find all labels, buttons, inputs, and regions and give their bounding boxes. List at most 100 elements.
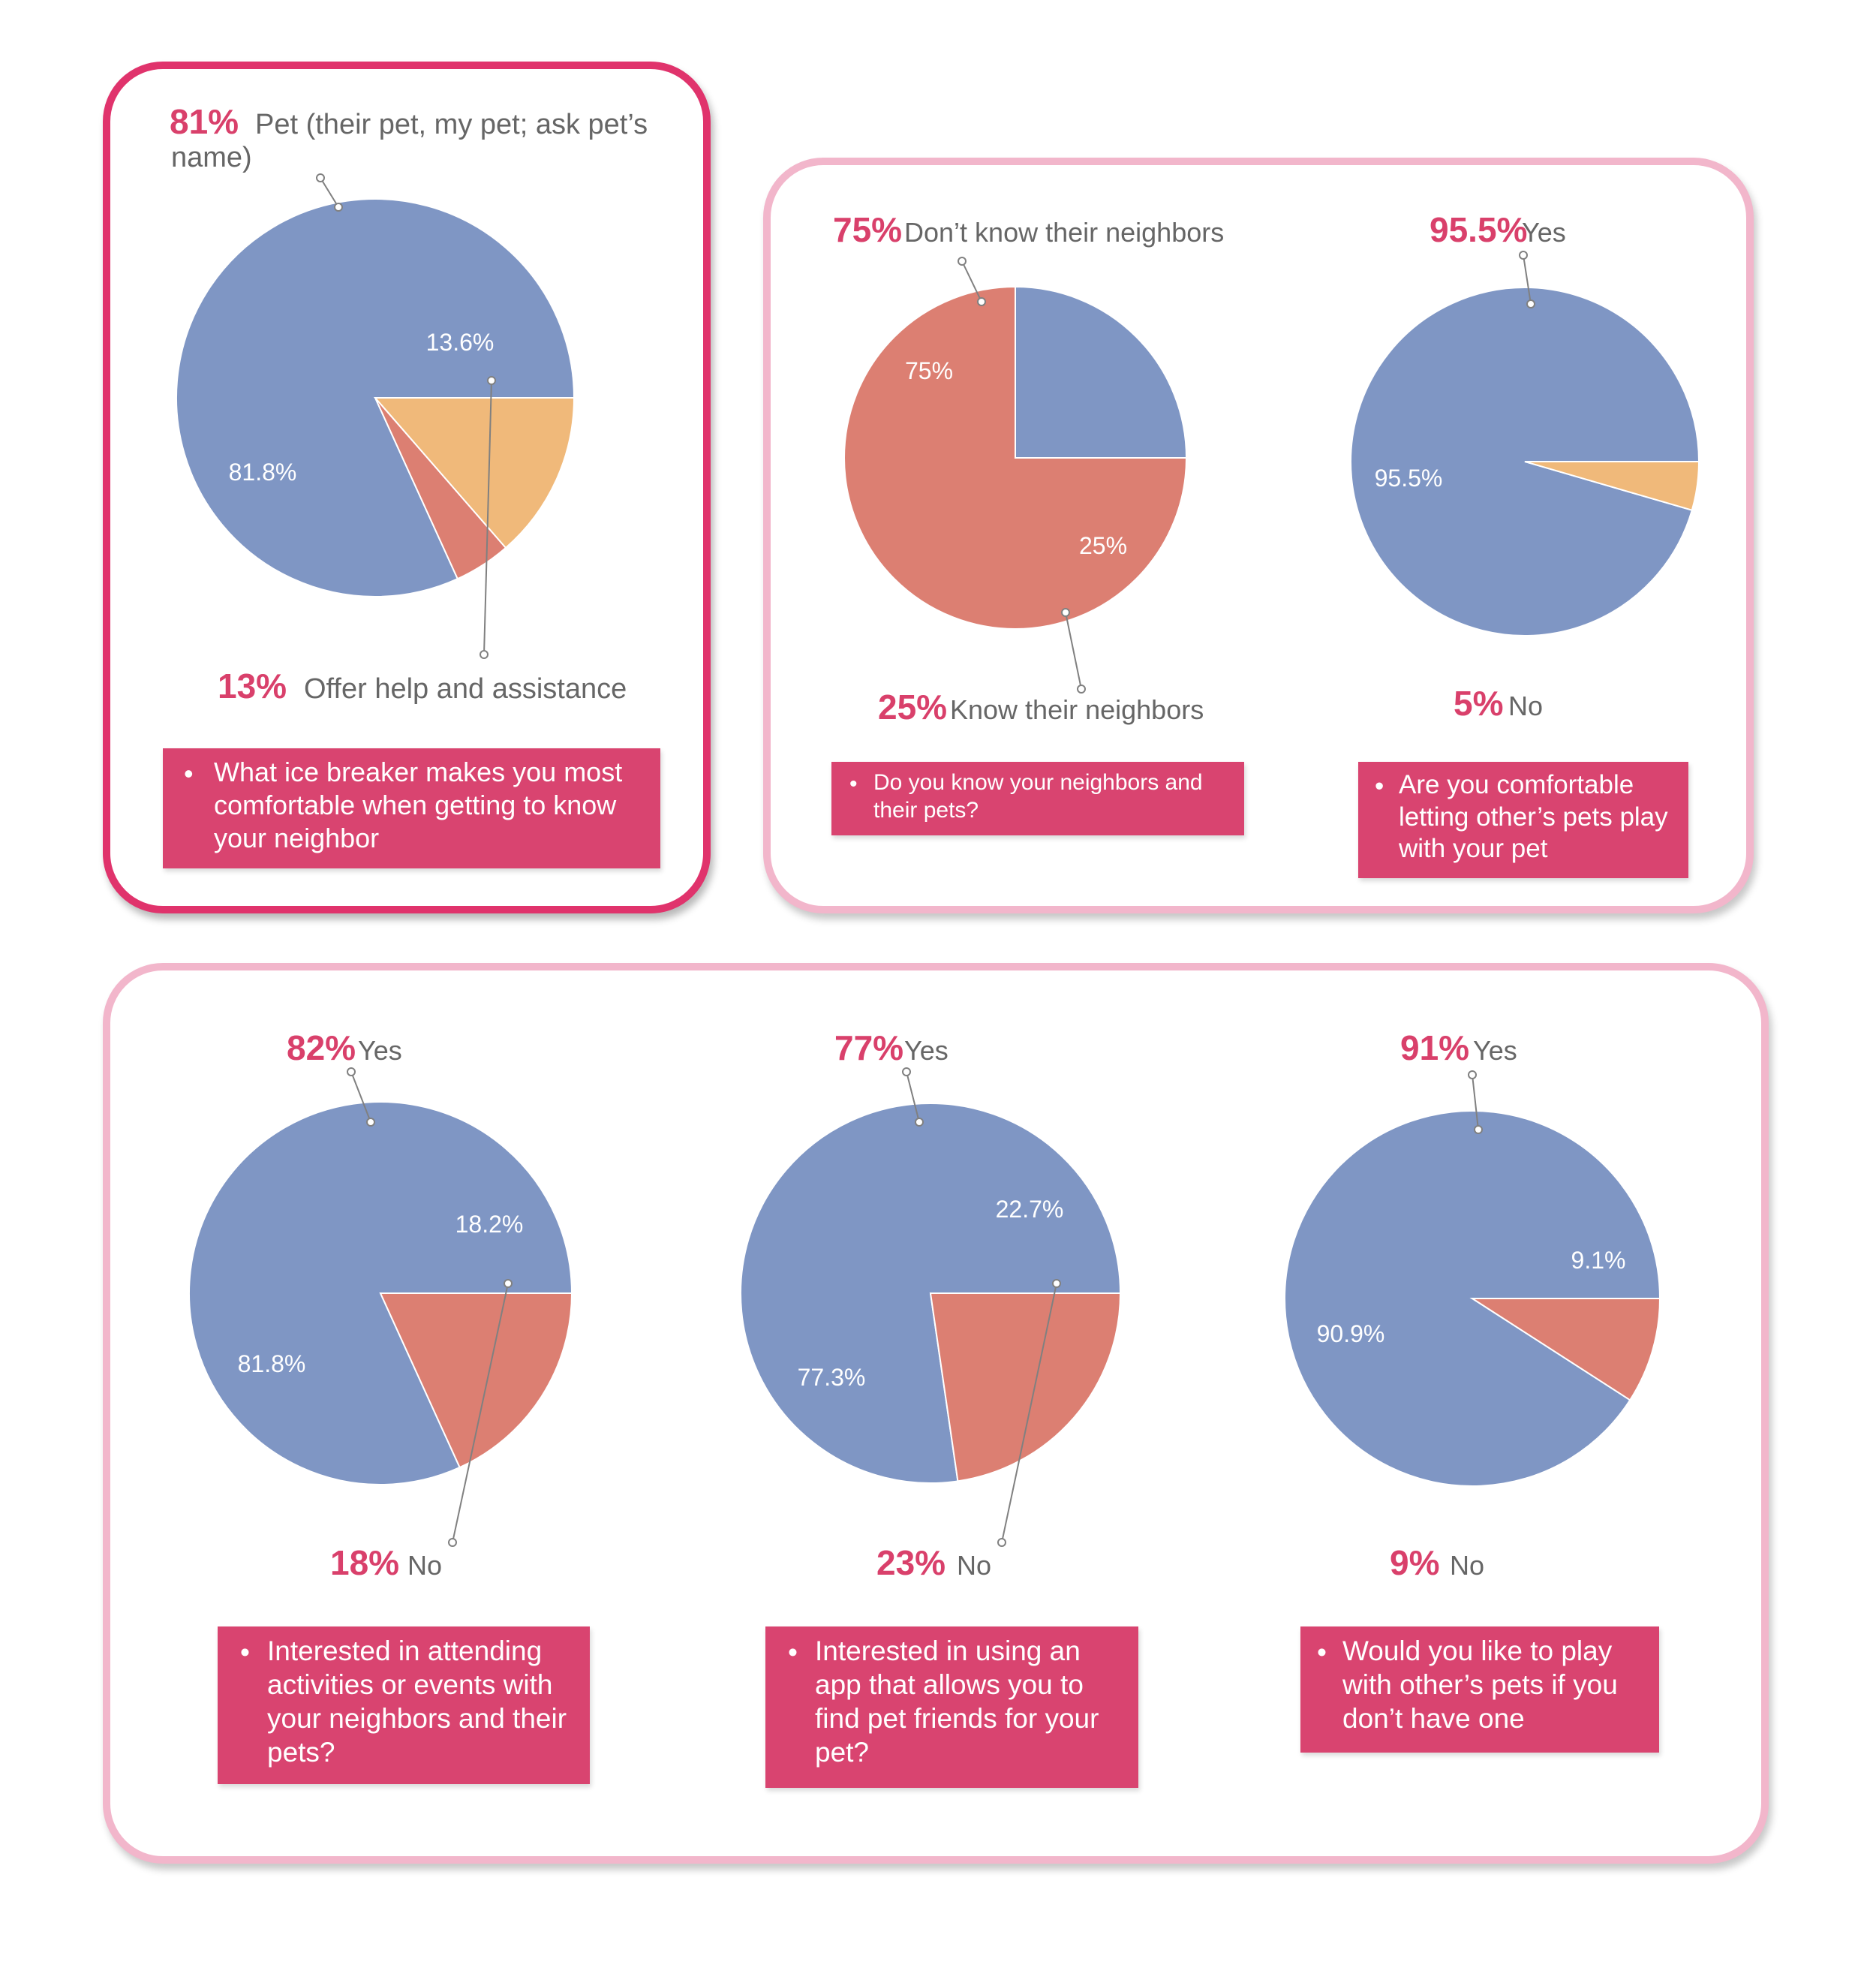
callout-percent: 95.5% (1430, 210, 1527, 249)
leader-dot (1061, 608, 1070, 617)
leader-line (1001, 1283, 1057, 1543)
leader-dot (480, 650, 489, 659)
pie-slice (1524, 461, 1700, 511)
leader-dot (347, 1067, 356, 1076)
leader-dot (1052, 1279, 1061, 1288)
slice-label: 75% (905, 357, 953, 384)
leader-line (320, 177, 339, 208)
callout-percent: 5% (1454, 684, 1503, 723)
pie-chart-play-with-pets: 9.1% 90.9% 91% Yes 9% No (1284, 1028, 1661, 1582)
leader-line (961, 260, 982, 302)
slice-label: 77.3% (798, 1364, 866, 1391)
callout-percent: 9% (1390, 1543, 1439, 1582)
pie-slices (188, 1101, 573, 1485)
bullet: • (849, 772, 858, 796)
leader-dot (366, 1118, 375, 1127)
question-box-icebreaker: • What ice breaker makes you most comfor… (163, 748, 660, 868)
leader-dot (977, 297, 986, 306)
pie-slice (373, 397, 576, 549)
leader-dot (448, 1538, 457, 1547)
pie-chart-attend-events: 18.2% 81.8% 82% Yes 18% No (188, 1028, 573, 1582)
leader-dot (902, 1067, 911, 1076)
leader-dot (504, 1279, 513, 1288)
question-line: comfortable when getting to know (214, 789, 617, 820)
pie-slice (379, 1292, 573, 1469)
slice-label: 25% (1079, 532, 1127, 559)
callout-text: Know their neighbors (950, 694, 1204, 725)
pie-slices (740, 1102, 1122, 1484)
callout-text: Yes (904, 1035, 949, 1066)
slice-label: 81.8% (238, 1350, 306, 1377)
slice-label: 90.9% (1317, 1320, 1385, 1347)
question-box-know-neighbors: • Do you know your neighbors and their p… (831, 762, 1244, 835)
callout-percent: 23% (876, 1543, 946, 1582)
slice-label: 18.2% (455, 1211, 524, 1238)
question-line: don’t have one (1342, 1703, 1525, 1735)
callout-percent: 25% (878, 688, 947, 727)
pie-chart-app-interest: 22.7% 77.3% 77% Yes 23% No (740, 1028, 1122, 1582)
leader-dot (915, 1118, 924, 1127)
callout-text: Yes (1522, 217, 1566, 248)
question-line: letting other’s pets play (1399, 802, 1668, 832)
leader-dot (997, 1538, 1006, 1547)
leader-dot (1077, 685, 1086, 694)
leader-dot (958, 257, 967, 266)
leader-line (1472, 1074, 1479, 1130)
leader-dot (1519, 251, 1528, 260)
pie-slices (176, 198, 576, 597)
question-line: Do you know your neighbors and (873, 770, 1203, 795)
bullet: • (788, 1637, 798, 1668)
callout-percent: 18% (330, 1543, 399, 1582)
leader-dot (1526, 299, 1535, 308)
bullet: • (240, 1637, 250, 1668)
leader-dot (316, 173, 325, 182)
question-box-attend-events: • Interested in attending activities or … (218, 1626, 590, 1784)
question-line: app that allows you to (815, 1669, 1084, 1701)
slice-label: 13.6% (426, 329, 495, 356)
question-line: find pet friends for your (815, 1703, 1099, 1735)
question-line: Interested in using an (815, 1635, 1081, 1666)
question-box-play-with-pets: • Would you like to play with other’s pe… (1300, 1626, 1659, 1753)
callout-text: Pet (their pet, my pet; ask pet’s (255, 109, 648, 140)
question-box-comfortable-play: • Are you comfortable letting other’s pe… (1358, 762, 1688, 878)
callout-text: No (407, 1550, 442, 1581)
question-line: with your pet (1399, 834, 1548, 864)
callout-percent: 82% (287, 1028, 356, 1067)
slice-label: 9.1% (1571, 1247, 1626, 1274)
callout-percent: 91% (1400, 1028, 1469, 1067)
leader-line (483, 380, 492, 655)
callout-text: Offer help and assistance (304, 673, 627, 705)
leader-line (1065, 612, 1082, 690)
question-line: activities or events with (267, 1669, 553, 1701)
question-line: your neighbors and their (267, 1703, 567, 1735)
callout-percent: 13% (218, 667, 287, 706)
leader-dot (487, 376, 496, 385)
pie-slices (1350, 287, 1700, 636)
question-line: Are you comfortable (1399, 770, 1634, 799)
leader-dot (1474, 1125, 1483, 1134)
callout-text: No (1450, 1550, 1484, 1581)
pie-chart-comfortable-play: 95.5% 95.5% Yes 5% No (1350, 210, 1700, 723)
question-box-app-interest: • Interested in using an app that allows… (765, 1626, 1138, 1788)
pie-chart-icebreaker: 13.6% 81.8% 81% Pet (their pet, my pet; … (170, 102, 648, 706)
callout-text: No (957, 1550, 991, 1581)
question-line: your neighbor (214, 822, 380, 853)
leader-line (1523, 254, 1532, 305)
slice-label: 81.8% (229, 459, 297, 486)
callout-text: Yes (358, 1035, 402, 1066)
pie-slice (1015, 285, 1188, 459)
question-line: Would you like to play (1342, 1635, 1613, 1666)
callout-percent: 81% (170, 102, 239, 141)
bullet: • (1375, 772, 1384, 801)
question-line: with other’s pets if you (1342, 1669, 1618, 1701)
callout-text: Don’t know their neighbors (904, 217, 1224, 248)
leader-line (350, 1071, 371, 1123)
question-line: Interested in attending (267, 1635, 543, 1666)
callout-percent: 75% (833, 210, 902, 249)
slice-label: 95.5% (1375, 465, 1443, 492)
pie-slice (843, 285, 1188, 630)
leader-dot (1468, 1070, 1477, 1079)
question-line: What ice breaker makes you most (214, 757, 623, 787)
pie-slice (1469, 1298, 1661, 1401)
